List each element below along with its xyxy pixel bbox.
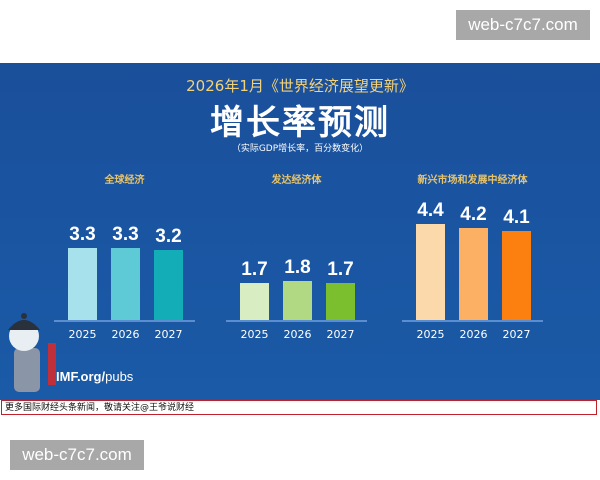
baseline [402, 320, 543, 322]
watermark-top: web-c7c7.com [456, 10, 590, 40]
mascot-illustration [8, 313, 56, 392]
value-label: 4.1 [503, 206, 530, 228]
baseline [54, 320, 195, 322]
source-link[interactable]: IMF.org/pubs [56, 369, 134, 384]
bar-2027 [326, 282, 355, 320]
year-label: 2025 [240, 328, 269, 341]
value-label: 4.4 [417, 200, 444, 222]
year-label: 2027 [326, 328, 355, 341]
year-label: 2025 [416, 328, 445, 341]
bar-2027 [502, 230, 531, 320]
bar-2025 [240, 282, 269, 320]
bar-2025 [68, 248, 97, 320]
page-title: 增长率预测 [210, 103, 390, 143]
bar-2026 [111, 248, 140, 320]
value-label: 1.7 [327, 258, 354, 280]
value-label: 3.3 [69, 224, 96, 246]
caption-bar: 更多国际财经头条新闻，敬请关注@王爷说财经 [1, 400, 597, 415]
year-label: 2027 [502, 328, 531, 341]
subtitle: （实际GDP增长率，百分数变化） [231, 144, 369, 154]
group-title: 全球经济 [104, 175, 145, 186]
value-label: 1.8 [284, 256, 311, 278]
group-title: 新兴市场和发展中经济体 [417, 175, 528, 186]
value-label: 3.3 [112, 224, 139, 246]
chart-panel: 2026年1月《世界经济展望更新》 增长率预测 （实际GDP增长率，百分数变化）… [0, 63, 600, 400]
year-label: 2025 [68, 328, 97, 341]
bar-2026 [283, 280, 312, 320]
year-label: 2027 [154, 328, 183, 341]
bar-2027 [154, 250, 183, 320]
value-label: 4.2 [460, 204, 487, 226]
group-title: 发达经济体 [271, 175, 322, 186]
year-label: 2026 [459, 328, 488, 341]
value-label: 3.2 [155, 226, 182, 248]
watermark-bottom: web-c7c7.com [10, 440, 144, 470]
suptitle: 2026年1月《世界经济展望更新》 [186, 77, 414, 95]
baseline [226, 320, 367, 322]
bar-2025 [416, 224, 445, 320]
year-label: 2026 [111, 328, 140, 341]
value-label: 1.7 [241, 258, 268, 280]
bar-2026 [459, 228, 488, 320]
year-label: 2026 [283, 328, 312, 341]
